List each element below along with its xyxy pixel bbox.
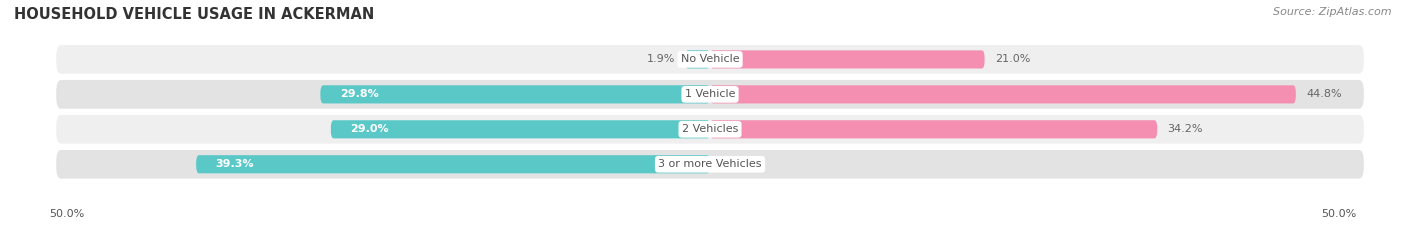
Text: HOUSEHOLD VEHICLE USAGE IN ACKERMAN: HOUSEHOLD VEHICLE USAGE IN ACKERMAN (14, 7, 374, 22)
FancyBboxPatch shape (56, 45, 1364, 74)
Text: 44.8%: 44.8% (1306, 89, 1341, 99)
FancyBboxPatch shape (685, 50, 710, 69)
FancyBboxPatch shape (56, 150, 1364, 178)
Text: 1.9%: 1.9% (647, 55, 675, 64)
FancyBboxPatch shape (321, 85, 710, 103)
Text: 29.8%: 29.8% (340, 89, 378, 99)
Text: 29.0%: 29.0% (350, 124, 389, 134)
FancyBboxPatch shape (197, 155, 710, 173)
Text: Source: ZipAtlas.com: Source: ZipAtlas.com (1274, 7, 1392, 17)
FancyBboxPatch shape (330, 120, 710, 138)
Text: 3 or more Vehicles: 3 or more Vehicles (658, 159, 762, 169)
Text: 2 Vehicles: 2 Vehicles (682, 124, 738, 134)
Text: 21.0%: 21.0% (995, 55, 1031, 64)
FancyBboxPatch shape (710, 50, 984, 69)
FancyBboxPatch shape (56, 115, 1364, 144)
FancyBboxPatch shape (710, 85, 1296, 103)
FancyBboxPatch shape (710, 120, 1157, 138)
Text: No Vehicle: No Vehicle (681, 55, 740, 64)
Text: 50.0%: 50.0% (49, 209, 84, 219)
Text: 50.0%: 50.0% (1322, 209, 1357, 219)
FancyBboxPatch shape (56, 80, 1364, 109)
Text: 1 Vehicle: 1 Vehicle (685, 89, 735, 99)
Text: 0.0%: 0.0% (720, 159, 749, 169)
Text: 34.2%: 34.2% (1167, 124, 1204, 134)
Text: 39.3%: 39.3% (215, 159, 254, 169)
